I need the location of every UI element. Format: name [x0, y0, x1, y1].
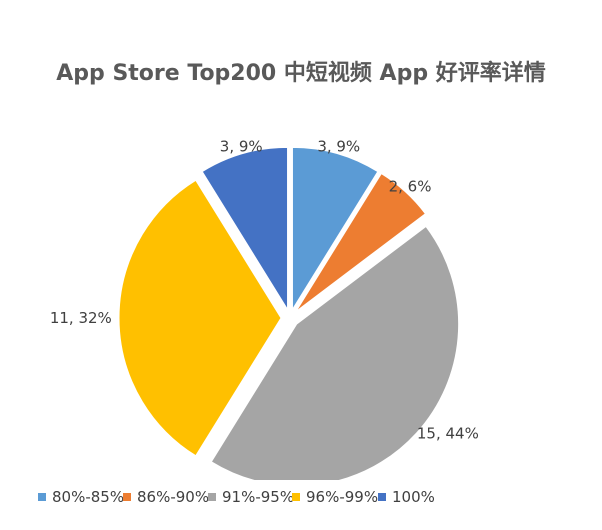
- legend-label: 96%-99%: [306, 488, 379, 506]
- legend-swatch: [378, 493, 386, 501]
- data-label: 15, 44%: [417, 425, 479, 443]
- data-label: 2, 6%: [389, 177, 432, 195]
- legend-label: 86%-90%: [137, 488, 210, 506]
- legend-item: 100%: [378, 488, 435, 506]
- legend-item: 80%-85%: [38, 488, 124, 506]
- chart-title: App Store Top200 中短视频 App 好评率详情: [56, 61, 546, 86]
- legend-swatch: [38, 493, 46, 501]
- legend-item: 91%-95%: [208, 488, 294, 506]
- legend-item: 86%-90%: [123, 488, 209, 506]
- legend-swatch: [292, 493, 300, 501]
- legend-swatch: [208, 493, 216, 501]
- data-label: 11, 32%: [50, 309, 112, 327]
- legend-swatch: [123, 493, 131, 501]
- pie-slice-86%-90%: [295, 172, 427, 312]
- legend-label: 91%-95%: [222, 488, 295, 506]
- data-label: 3, 9%: [317, 138, 360, 156]
- legend-item: 96%-99%: [292, 488, 378, 506]
- pie-slice-91%-95%: [210, 225, 460, 480]
- data-label: 3, 9%: [220, 138, 263, 156]
- legend-label: 80%-85%: [52, 488, 125, 506]
- pie-slice-80%-85%: [291, 146, 379, 312]
- pie-slice-100%: [201, 146, 289, 312]
- legend-label: 100%: [392, 488, 435, 506]
- pie-chart: 3, 9% 2, 6% 15, 44% 11, 32% 3, 9%: [50, 138, 479, 480]
- pie-slice-96%-99%: [118, 179, 282, 457]
